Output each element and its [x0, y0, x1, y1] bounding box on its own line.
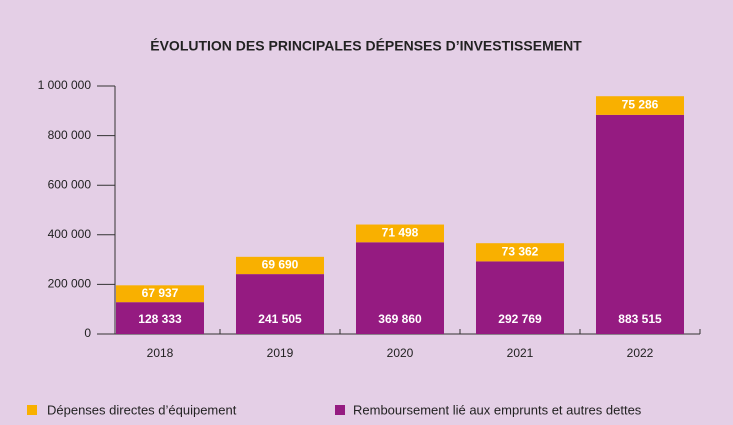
chart-title: ÉVOLUTION DES PRINCIPALES DÉPENSES D’INV…: [150, 38, 582, 54]
value-label: 883 515: [618, 312, 662, 326]
x-tick-label: 2018: [147, 346, 174, 360]
bar-segment: [476, 243, 564, 262]
y-tick-label: 200 000: [48, 277, 92, 291]
legend-swatch: [335, 405, 345, 415]
value-label: 292 769: [498, 312, 542, 326]
bar-segment: [236, 256, 324, 275]
value-label: 73 362: [502, 244, 539, 258]
value-label: 75 286: [622, 98, 659, 112]
legend-label: Remboursement lié aux emprunts et autres…: [353, 402, 642, 417]
y-tick-label: 800 000: [48, 128, 92, 142]
bar-segment: [236, 274, 324, 334]
value-label: 67 937: [142, 286, 179, 300]
value-label: 71 498: [382, 226, 419, 240]
bar-segment: [116, 302, 204, 334]
x-tick-label: 2021: [507, 346, 534, 360]
x-tick-label: 2022: [627, 346, 654, 360]
y-tick-label: 1 000 000: [38, 78, 92, 92]
bar-segment: [356, 242, 444, 334]
x-tick-label: 2020: [387, 346, 414, 360]
legend-label: Dépenses directes d’équipement: [47, 402, 237, 417]
y-tick-label: 0: [84, 326, 91, 340]
bar-segment: [356, 224, 444, 243]
value-label: 69 690: [262, 258, 299, 272]
legend-swatch: [27, 405, 37, 415]
bar-segment: [116, 285, 204, 303]
bar-segment: [596, 114, 684, 335]
value-label: 369 860: [378, 312, 422, 326]
x-tick-label: 2019: [267, 346, 294, 360]
bar-segment: [476, 261, 564, 334]
value-label: 128 333: [138, 312, 182, 326]
y-tick-label: 400 000: [48, 227, 92, 241]
value-label: 241 505: [258, 312, 302, 326]
y-tick-label: 600 000: [48, 177, 92, 191]
bar-segment: [596, 96, 684, 115]
